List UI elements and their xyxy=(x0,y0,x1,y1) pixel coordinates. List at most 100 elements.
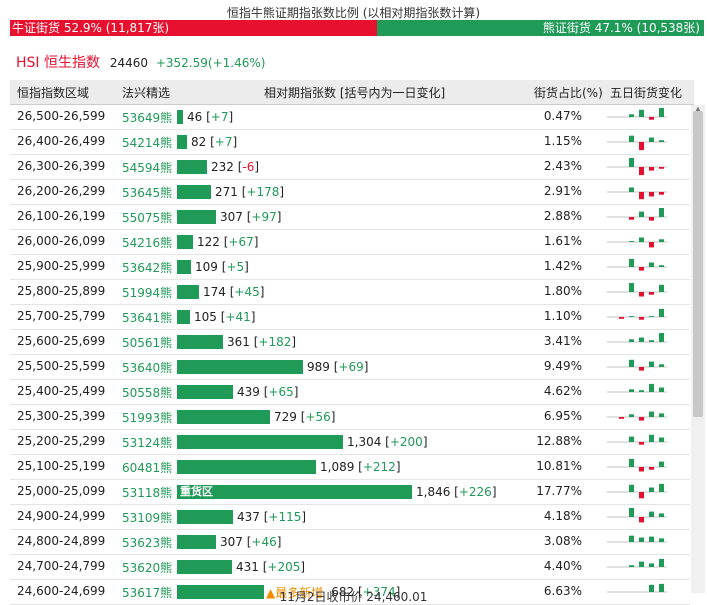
row-bar xyxy=(177,210,216,224)
sparkline-bar xyxy=(649,242,654,248)
row-range: 25,100-25,199 xyxy=(17,459,106,473)
table-row: 25,000-25,099 53118熊 重货区 1,846 [+226] 17.77% xyxy=(10,480,690,505)
sparkline-bar xyxy=(629,114,634,117)
row-range: 24,900-24,999 xyxy=(17,509,106,523)
sparkline-bar xyxy=(639,292,644,297)
sparkline-bar xyxy=(629,389,634,392)
scrollbar-thumb[interactable] xyxy=(693,111,703,417)
row-sparkline xyxy=(607,507,667,527)
row-bar-cell: 重货区 1,846 [+226] xyxy=(177,484,497,500)
sparkline-bar xyxy=(659,387,664,392)
row-code-link[interactable]: 51993熊 xyxy=(122,411,173,425)
sparkline-bar xyxy=(659,108,664,117)
row-code-link[interactable]: 54216熊 xyxy=(122,236,173,250)
row-bar-cell: ▲最多新增 682 [+374] xyxy=(177,584,400,600)
row-sparkline xyxy=(607,132,667,152)
row-range: 25,200-25,299 xyxy=(17,434,106,448)
row-sparkline xyxy=(607,382,667,402)
sparkline-bar xyxy=(649,434,654,442)
row-bar xyxy=(177,285,199,299)
row-count: 271 [+178] xyxy=(215,185,285,199)
row-code-link[interactable]: 53649熊 xyxy=(122,111,173,125)
row-code-link[interactable]: 54594熊 xyxy=(122,161,173,175)
row-sparkline xyxy=(607,307,667,327)
sparkline-bar xyxy=(629,339,634,342)
row-bar-cell: 1,089 [+212] xyxy=(177,459,401,475)
row-code-link[interactable]: 53641熊 xyxy=(122,311,173,325)
row-count: 439 [+65] xyxy=(237,385,299,399)
row-code-link[interactable]: 55075熊 xyxy=(122,211,173,225)
row-code-link[interactable]: 53620熊 xyxy=(122,561,173,575)
row-count: 729 [+56] xyxy=(274,410,336,424)
row-bar xyxy=(177,110,183,124)
row-sparkline xyxy=(607,232,667,252)
row-count: 232 [-6] xyxy=(211,160,260,174)
row-change: +226 xyxy=(458,485,492,499)
row-code-link[interactable]: 53617熊 xyxy=(122,586,173,600)
row-code-link[interactable]: 53118熊 xyxy=(122,486,173,500)
sparkline-bar xyxy=(639,167,644,176)
scroll-up-icon[interactable]: ▲ xyxy=(695,105,701,113)
row-bar-cell: 431 [+205] xyxy=(177,559,305,575)
sparkline-bar xyxy=(629,359,634,367)
row-code-link[interactable]: 60481熊 xyxy=(122,461,173,475)
index-name[interactable]: HSI 恒生指数 xyxy=(16,55,100,71)
row-code-link[interactable]: 53645熊 xyxy=(122,186,173,200)
sparkline-bar xyxy=(659,333,664,342)
row-sparkline xyxy=(607,482,667,502)
row-share: 1.10% xyxy=(543,309,582,323)
row-range: 25,600-25,699 xyxy=(17,334,106,348)
row-bar xyxy=(177,160,207,174)
sparkline-bar xyxy=(659,265,664,267)
row-share: 0.47% xyxy=(543,109,582,123)
sparkline-bar xyxy=(649,340,654,342)
row-code-link[interactable]: 53623熊 xyxy=(122,536,173,550)
row-change: +69 xyxy=(338,360,364,374)
row-code-link[interactable]: 50558熊 xyxy=(122,386,173,400)
sparkline-bar xyxy=(649,411,654,417)
sparkline-bar xyxy=(639,317,644,320)
row-share: 12.88% xyxy=(536,434,582,448)
row-bar-cell: 82 [+7] xyxy=(177,134,237,150)
sparkline-bar xyxy=(659,239,664,242)
row-code-link[interactable]: 53109熊 xyxy=(122,511,173,525)
scrollbar[interactable]: ▲ xyxy=(691,105,705,593)
sparkline-bar xyxy=(629,484,634,492)
row-bar-cell: 232 [-6] xyxy=(177,159,259,175)
row-code-link[interactable]: 53642熊 xyxy=(122,261,173,275)
row-code-link[interactable]: 54214熊 xyxy=(122,136,173,150)
sparkline-bar xyxy=(639,109,644,117)
row-range: 25,700-25,799 xyxy=(17,309,106,323)
row-code-link[interactable]: 50561熊 xyxy=(122,336,173,350)
row-share: 4.62% xyxy=(543,384,582,398)
row-sparkline xyxy=(607,457,667,477)
table-row: 26,500-26,599 53649熊 46 [+7] 0.47% xyxy=(10,105,690,130)
sparkline-bar xyxy=(649,536,654,542)
row-share: 3.41% xyxy=(543,334,582,348)
row-code-link[interactable]: 53124熊 xyxy=(122,436,173,450)
row-code-link[interactable]: 51994熊 xyxy=(122,286,173,300)
sparkline-bar xyxy=(649,361,654,367)
table-row: 25,200-25,299 53124熊 1,304 [+200] 12.88% xyxy=(10,430,690,455)
row-sparkline xyxy=(607,207,667,227)
row-sparkline xyxy=(607,107,667,127)
row-change: +7 xyxy=(210,110,229,124)
row-range: 24,800-24,899 xyxy=(17,534,106,548)
row-bar: 重货区 xyxy=(177,485,412,499)
sparkline-bar xyxy=(659,140,664,142)
row-code-link[interactable]: 53640熊 xyxy=(122,361,173,375)
sparkline-bar xyxy=(659,513,664,517)
row-bar xyxy=(177,435,343,449)
sparkline-bar xyxy=(659,308,664,317)
table-row: 25,400-25,499 50558熊 439 [+65] 4.62% xyxy=(10,380,690,405)
row-range: 26,200-26,299 xyxy=(17,184,106,198)
header-pick: 法兴精选 xyxy=(122,86,171,100)
table-row: 24,900-24,999 53109熊 437 [+115] 4.18% xyxy=(10,505,690,530)
sparkline-bar xyxy=(629,316,634,317)
row-range: 24,600-24,699 xyxy=(17,584,106,598)
row-count: 1,304 [+200] xyxy=(347,435,428,449)
row-share: 1.80% xyxy=(543,284,582,298)
row-share: 1.61% xyxy=(543,234,582,248)
table-row: 25,600-25,699 50561熊 361 [+182] 3.41% xyxy=(10,330,690,355)
row-change: +67 xyxy=(228,235,254,249)
